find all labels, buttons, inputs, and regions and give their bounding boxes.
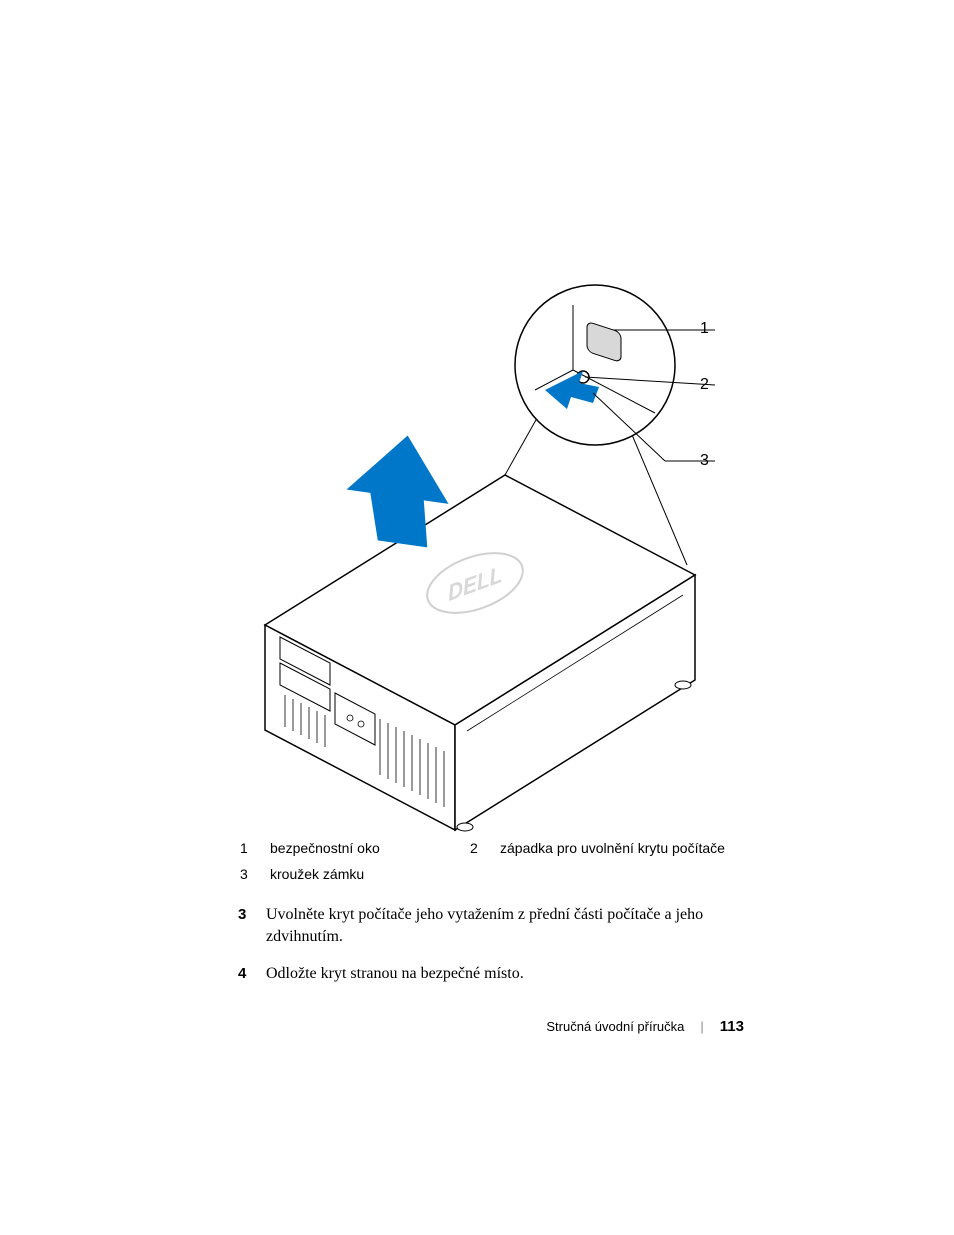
legend-label: kroužek zámku (270, 866, 470, 882)
legend-row: 3 kroužek zámku (240, 866, 740, 882)
legend-label: bezpečnostní oko (270, 840, 470, 856)
footer-title: Stručná úvodní příručka (546, 1019, 684, 1034)
legend-label: západka pro uvolnění krytu počítače (500, 840, 740, 856)
step-text: Uvolněte kryt počítače jeho vytažením z … (266, 904, 728, 949)
page-footer: Stručná úvodní příručka | 113 (546, 1018, 744, 1035)
legend-num: 3 (240, 866, 270, 882)
callout-2: 2 (700, 376, 709, 394)
step-4: 4 Odložte kryt stranou na bezpečné místo… (238, 963, 728, 985)
step-3: 3 Uvolněte kryt počítače jeho vytažením … (238, 904, 728, 949)
footer-separator-icon: | (700, 1019, 703, 1034)
legend-num: 2 (470, 840, 500, 856)
legend-table: 1 bezpečnostní oko 2 západka pro uvolněn… (240, 840, 740, 892)
page: DELL (0, 0, 954, 1235)
step-number: 3 (238, 904, 266, 949)
legend-num: 1 (240, 840, 270, 856)
legend-row: 1 bezpečnostní oko 2 západka pro uvolněn… (240, 840, 740, 856)
callout-3: 3 (700, 452, 709, 470)
computer-diagram: DELL (235, 275, 735, 835)
instruction-steps: 3 Uvolněte kryt počítače jeho vytažením … (238, 904, 728, 999)
callout-1: 1 (700, 320, 709, 338)
step-number: 4 (238, 963, 266, 985)
step-text: Odložte kryt stranou na bezpečné místo. (266, 963, 524, 985)
page-number: 113 (720, 1018, 744, 1035)
